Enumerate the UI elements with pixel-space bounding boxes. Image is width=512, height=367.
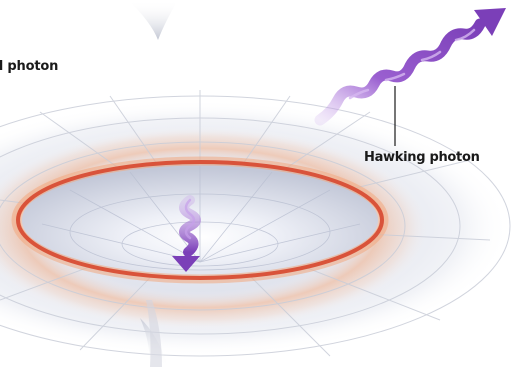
- hawking-photon-label: Hawking photon: [364, 150, 480, 165]
- hawking-photon: [314, 8, 506, 126]
- partner-photon-label: d photon: [0, 59, 59, 74]
- funnel-bottom: [140, 300, 168, 367]
- infalling-photon-arrowhead: [172, 256, 200, 272]
- infalling-photon: [172, 195, 201, 272]
- hawking-photon-arrowhead: [474, 8, 506, 36]
- event-horizon-ring: [11, 156, 389, 284]
- funnel-top: [128, 0, 178, 40]
